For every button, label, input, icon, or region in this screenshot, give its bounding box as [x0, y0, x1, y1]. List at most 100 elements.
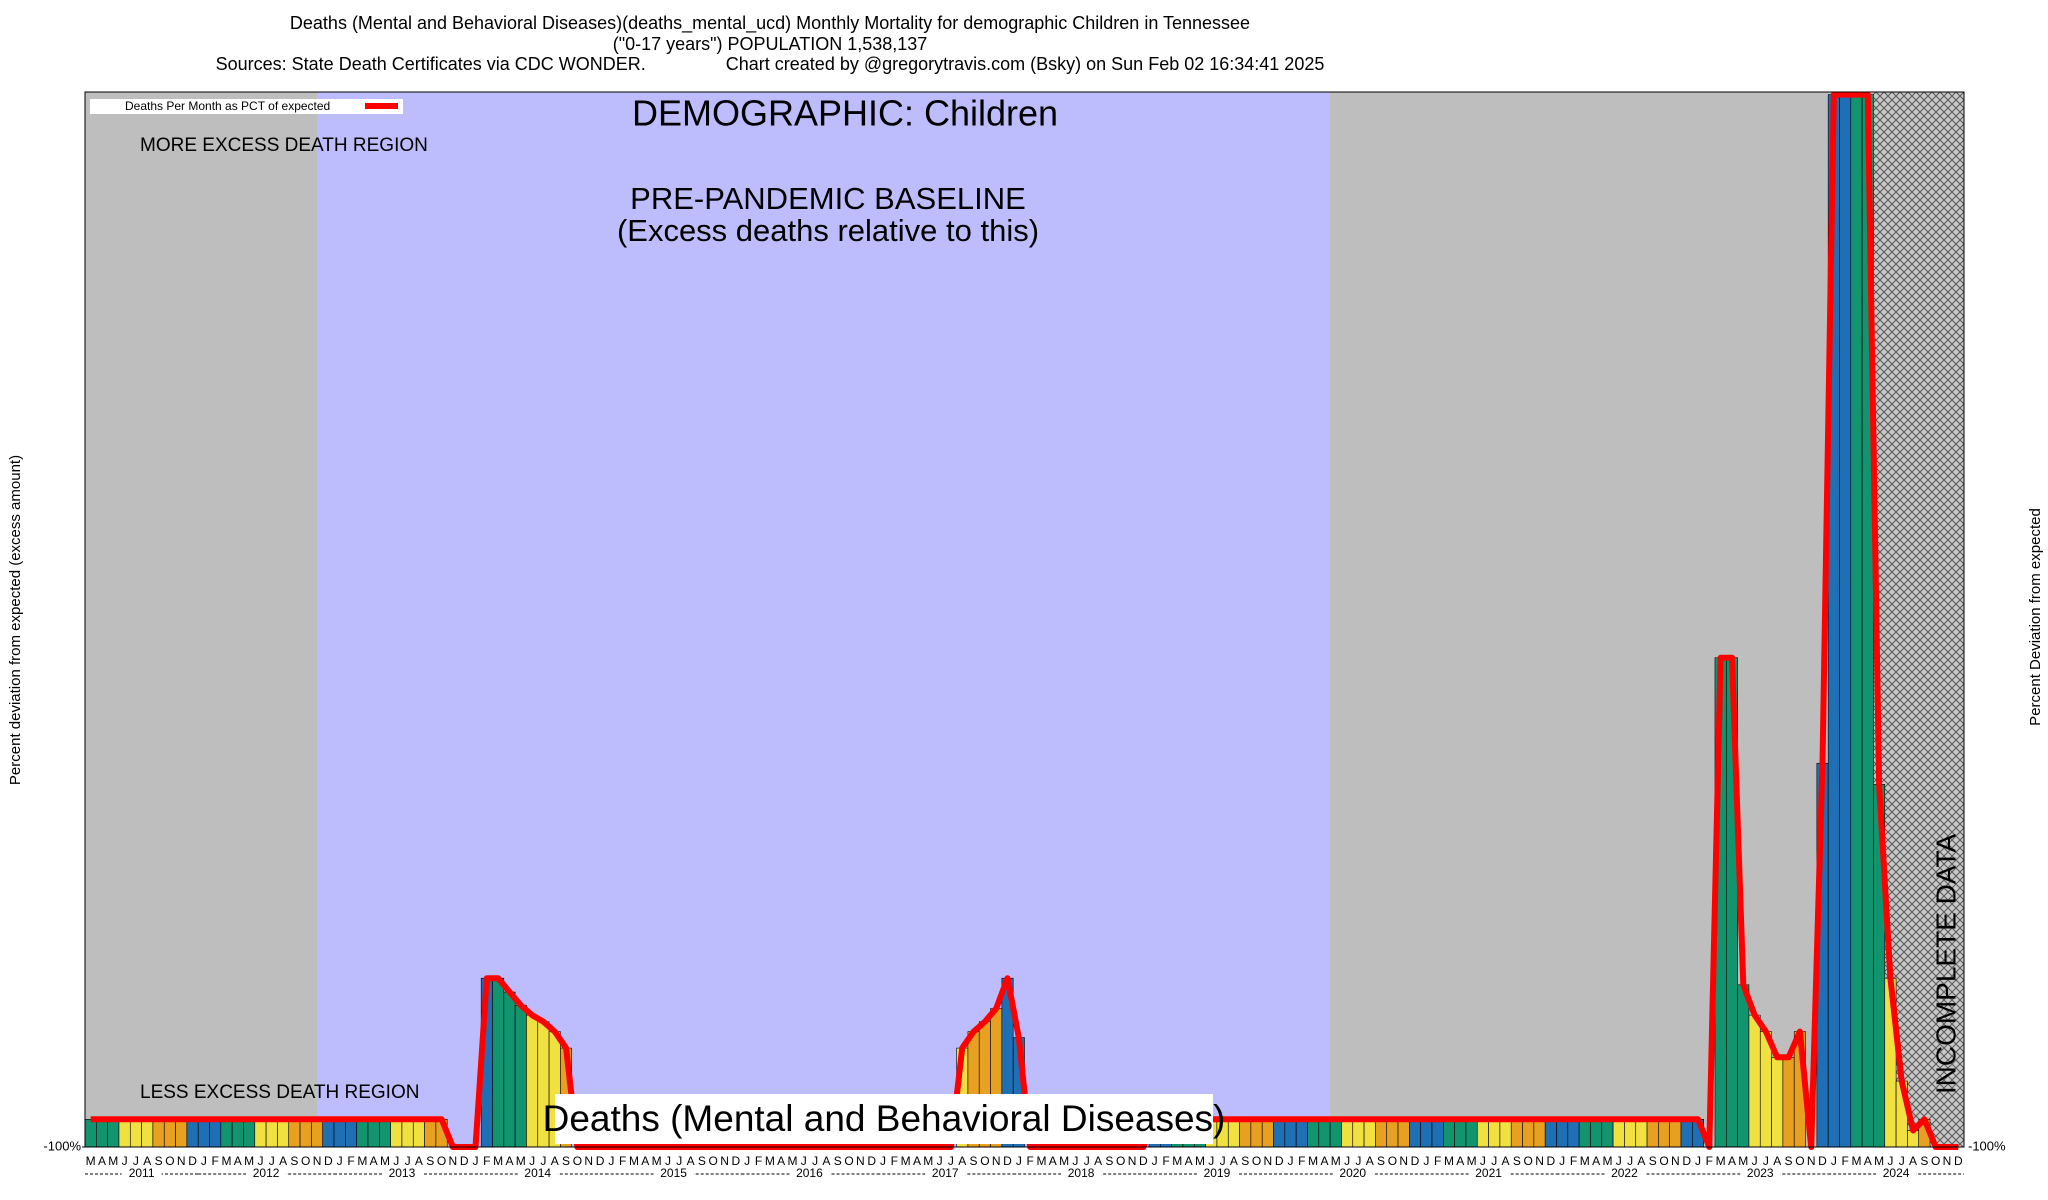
bar	[1465, 1119, 1478, 1148]
x-tick-label: N	[1807, 1154, 1816, 1168]
year-label-bg	[381, 1167, 422, 1181]
bar	[345, 1119, 357, 1148]
bar	[390, 1119, 403, 1148]
year-label-bg	[1876, 1167, 1917, 1181]
x-tick-label: N	[1399, 1154, 1408, 1168]
x-tick-label: A	[1728, 1154, 1736, 1168]
x-tick-label: D	[1139, 1154, 1148, 1168]
bar	[526, 1014, 539, 1148]
x-tick-label: M	[787, 1154, 797, 1168]
x-tick-label: A	[279, 1154, 287, 1168]
year-label-bg	[1196, 1167, 1237, 1181]
bar	[1454, 1119, 1467, 1148]
bar	[1431, 1119, 1444, 1148]
x-tick-label: F	[755, 1154, 762, 1168]
x-tick-label: D	[1547, 1154, 1556, 1168]
x-tick-label: S	[1377, 1154, 1385, 1168]
bar	[163, 1119, 176, 1148]
bar	[254, 1119, 267, 1148]
legend-box	[90, 99, 403, 114]
bar	[1352, 1119, 1365, 1148]
year-label: 2011	[129, 1166, 155, 1180]
x-tick-label: M	[765, 1154, 775, 1168]
x-tick-label: A	[551, 1154, 559, 1168]
x-tick-label: J	[744, 1154, 750, 1168]
x-tick-label: M	[1467, 1154, 1477, 1168]
x-tick-label: N	[1535, 1154, 1544, 1168]
bar	[367, 1119, 380, 1148]
x-tick-label: J	[948, 1154, 954, 1168]
x-tick-label: S	[1920, 1154, 1928, 1168]
x-tick-label: N	[313, 1154, 322, 1168]
plot-background	[85, 92, 1964, 1147]
x-tick-label: A	[641, 1154, 649, 1168]
x-tick-label: M	[1308, 1154, 1318, 1168]
x-tick-label: D	[188, 1154, 197, 1168]
x-tick-label: J	[1616, 1154, 1622, 1168]
bar	[379, 1119, 391, 1148]
x-tick-label: J	[257, 1154, 263, 1168]
x-tick-label: J	[1288, 1154, 1294, 1168]
x-tick-label: N	[720, 1154, 729, 1168]
x-tick-label: J	[473, 1154, 479, 1168]
bar	[1748, 1014, 1761, 1148]
x-tick-label: J	[269, 1154, 275, 1168]
bar	[1658, 1119, 1670, 1148]
x-tick-label: O	[844, 1154, 853, 1168]
x-tick-label: F	[1162, 1154, 1169, 1168]
bar	[492, 977, 505, 1148]
baseline-note: PRE-PANDEMIC BASELINE	[630, 181, 1026, 216]
year-label: 2013	[389, 1166, 416, 1180]
x-tick-label: O	[1931, 1154, 1940, 1168]
x-tick-label: D	[1275, 1154, 1284, 1168]
bar	[186, 1119, 199, 1148]
bar	[152, 1119, 165, 1148]
bar	[311, 1119, 324, 1148]
bar	[514, 1004, 527, 1148]
year-label: 2021	[1475, 1166, 1502, 1180]
x-tick-label: D	[1003, 1154, 1012, 1168]
x-tick-label: F	[1570, 1154, 1577, 1168]
bar	[412, 1119, 425, 1148]
x-tick-label: A	[1909, 1154, 1917, 1168]
x-tick-label: M	[86, 1154, 96, 1168]
bottom-title-box	[555, 1094, 1213, 1144]
x-tick-label: A	[505, 1154, 513, 1168]
x-tick-label: O	[1388, 1154, 1397, 1168]
x-tick-label: S	[155, 1154, 163, 1168]
bar	[96, 1119, 108, 1148]
x-tick-label: J	[1763, 1154, 1769, 1168]
bar	[424, 1119, 437, 1148]
year-label-bg	[925, 1167, 966, 1181]
bar	[1499, 1119, 1512, 1148]
bar	[333, 1119, 346, 1148]
x-tick-label: J	[405, 1154, 411, 1168]
x-tick-label: J	[1491, 1154, 1497, 1168]
year-label-bg	[653, 1167, 694, 1181]
x-tick-label: J	[1887, 1154, 1893, 1168]
bar	[1522, 1119, 1535, 1148]
x-tick-label: S	[1105, 1154, 1113, 1168]
x-tick-label: J	[201, 1154, 207, 1168]
bar	[1669, 1119, 1682, 1148]
bar	[265, 1119, 278, 1148]
bar	[1646, 1119, 1659, 1148]
x-tick-label: M	[652, 1154, 662, 1168]
x-tick-label: A	[822, 1154, 830, 1168]
x-tick-label: M	[1602, 1154, 1612, 1168]
x-tick-label: O	[1659, 1154, 1668, 1168]
x-tick-label: S	[1649, 1154, 1657, 1168]
x-tick-label: J	[133, 1154, 139, 1168]
x-tick-label: D	[596, 1154, 605, 1168]
x-tick-label: J	[122, 1154, 128, 1168]
bottom-title: Deaths (Mental and Behavioral Diseases)	[543, 1098, 1226, 1139]
x-tick-label: D	[460, 1154, 469, 1168]
bar	[1386, 1119, 1399, 1148]
x-tick-label: J	[1480, 1154, 1486, 1168]
x-tick-label: A	[415, 1154, 423, 1168]
plot-frame	[84, 91, 1965, 1148]
x-tick-label: F	[1841, 1154, 1848, 1168]
x-tick-label: N	[1671, 1154, 1680, 1168]
x-tick-label: O	[1524, 1154, 1533, 1168]
x-tick-label: M	[1195, 1154, 1205, 1168]
